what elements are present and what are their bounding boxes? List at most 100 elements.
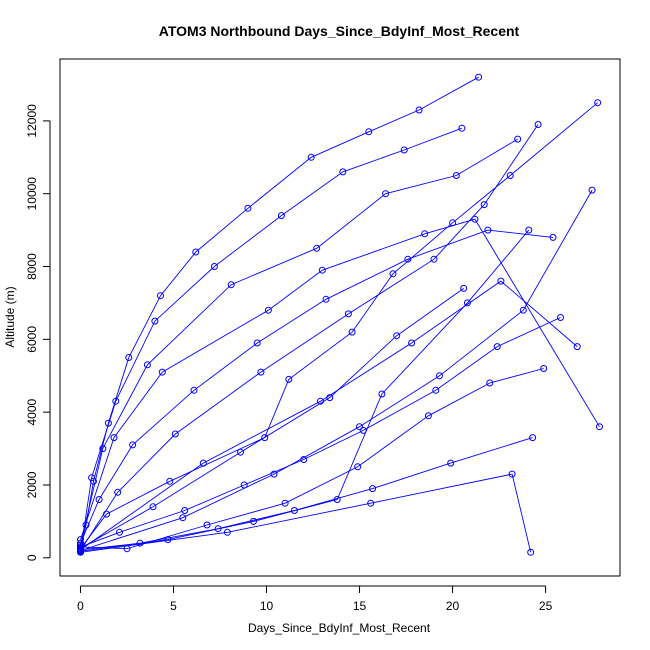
flight-track-13 [77, 284, 468, 552]
x-axis: 0 5 10 15 20 25 [77, 585, 553, 613]
data-point [540, 365, 548, 372]
data-point [171, 430, 179, 438]
series-line [80, 127, 463, 553]
data-point [125, 354, 133, 361]
plot-frame [59, 58, 621, 577]
data-point [250, 517, 257, 525]
data-point [421, 230, 429, 238]
chart-title: ATOM3 Northbound Days_Since_BdyInf_Most_… [159, 23, 520, 39]
data-point [594, 99, 602, 107]
y-tick-label: 4000 [25, 398, 39, 425]
data-point [277, 212, 285, 220]
data-point [110, 434, 118, 442]
series-line [80, 189, 593, 551]
x-tick-label: 10 [260, 599, 274, 613]
data-point [261, 434, 269, 442]
series-layer [77, 73, 603, 556]
data-point [354, 463, 362, 471]
data-point [458, 124, 466, 132]
data-point [157, 292, 164, 300]
series-line [80, 473, 532, 553]
data-point [114, 488, 122, 496]
data-point [493, 343, 501, 351]
data-point [588, 186, 596, 194]
series-line [80, 229, 530, 552]
data-point [151, 317, 159, 325]
data-point [253, 339, 261, 347]
data-point [166, 477, 174, 485]
data-point [447, 459, 455, 467]
series-line [80, 76, 479, 552]
data-point [227, 281, 235, 289]
x-axis-label: Days_Since_BdyInf_Most_Recent [248, 621, 431, 635]
data-point [430, 255, 438, 263]
data-point [88, 474, 96, 482]
flight-track-3 [77, 314, 564, 551]
x-tick-label: 5 [170, 599, 177, 613]
flight-track-9 [77, 226, 533, 555]
data-point [480, 201, 488, 209]
data-point [506, 172, 514, 179]
data-point [415, 106, 423, 114]
data-point [367, 499, 375, 507]
data-point [348, 328, 356, 336]
series-line [80, 280, 578, 551]
data-point [404, 255, 412, 263]
flight-track-2 [77, 73, 483, 555]
data-point [270, 470, 278, 478]
data-point [475, 73, 483, 81]
y-tick-label: 10000 [25, 177, 39, 211]
data-point [190, 386, 198, 394]
data-point [408, 339, 416, 347]
data-point [463, 299, 471, 307]
data-point [192, 248, 200, 256]
data-point [257, 368, 265, 376]
data-point [436, 372, 443, 380]
data-point [112, 397, 120, 405]
x-tick-label: 15 [353, 599, 367, 613]
data-point [596, 423, 603, 431]
data-point [143, 361, 151, 369]
data-point [326, 394, 334, 402]
data-point [210, 263, 218, 270]
data-point [382, 190, 390, 198]
data-point [116, 528, 123, 536]
flight-track-15 [77, 215, 603, 544]
series-line [80, 218, 600, 540]
data-point [356, 423, 363, 431]
data-point [452, 172, 460, 179]
series-line [80, 368, 544, 550]
data-point [514, 135, 522, 143]
data-point [129, 441, 137, 449]
data-point [365, 128, 373, 136]
data-point [237, 448, 244, 456]
flight-track-1 [77, 99, 602, 553]
data-point [424, 412, 432, 420]
data-point [344, 310, 352, 318]
y-tick-label: 8000 [25, 253, 39, 280]
series-line [80, 138, 518, 546]
data-point [77, 539, 84, 547]
data-point [199, 459, 207, 467]
data-point [573, 343, 581, 351]
data-point [99, 445, 107, 453]
y-tick-label: 0 [25, 554, 39, 561]
data-point [104, 419, 112, 427]
data-point [400, 146, 408, 154]
data-point [497, 277, 505, 285]
data-point [181, 507, 189, 514]
data-point [313, 244, 321, 252]
data-point [432, 386, 440, 394]
data-point [149, 503, 157, 511]
data-point [389, 270, 397, 278]
data-point [393, 332, 401, 340]
data-point [290, 507, 298, 514]
data-point [527, 548, 535, 556]
data-point [557, 314, 564, 321]
series-line [80, 124, 539, 551]
data-point [281, 499, 289, 507]
data-point [369, 485, 377, 493]
y-tick-label: 2000 [25, 471, 39, 498]
y-tick-label: 12000 [25, 104, 39, 138]
